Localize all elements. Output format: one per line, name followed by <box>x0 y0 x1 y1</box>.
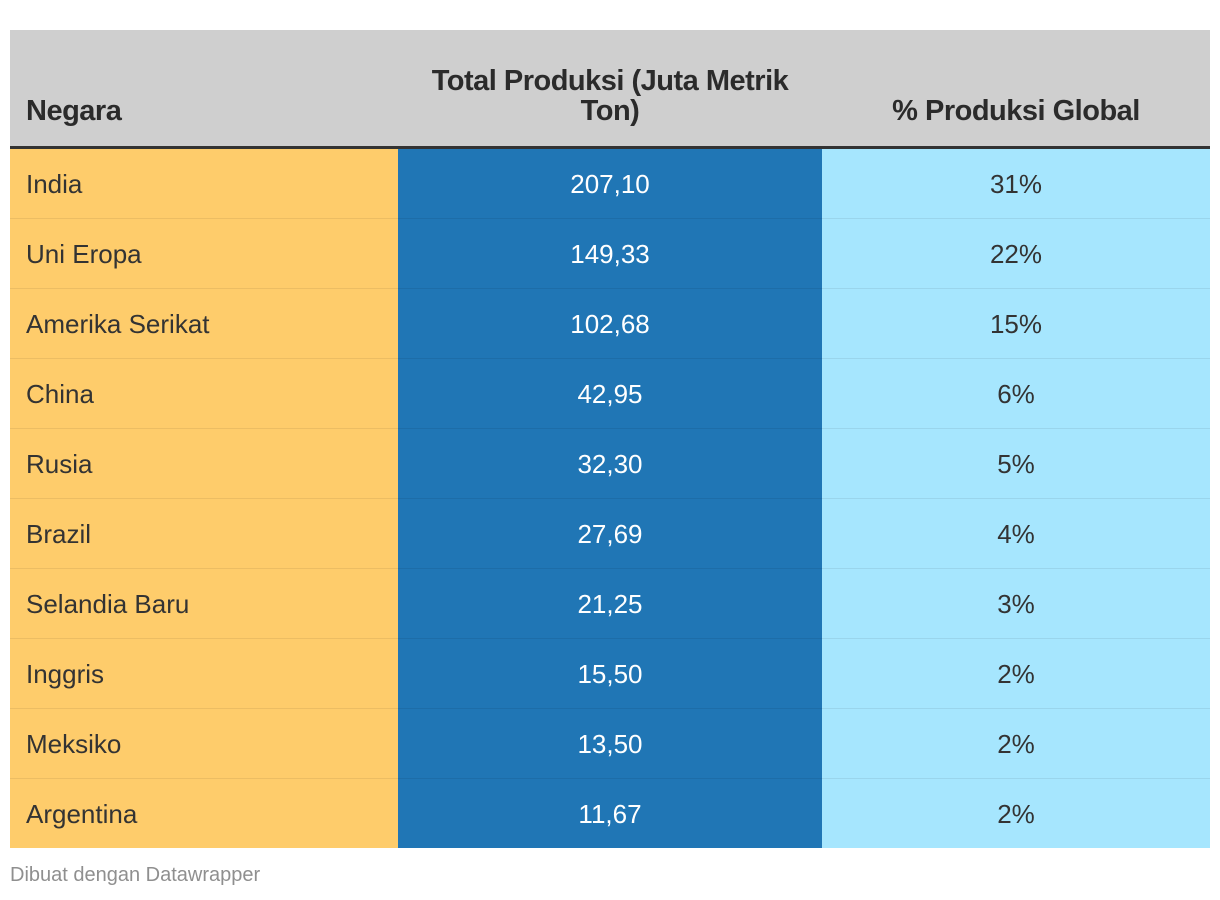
cell-global-percent: 15% <box>822 288 1210 359</box>
footer-credit: Dibuat dengan Datawrapper <box>10 864 261 886</box>
table-row: India 207,10 31% <box>10 147 1210 219</box>
cell-country: Inggris <box>10 638 398 709</box>
cell-total-production: 42,95 <box>398 358 822 429</box>
cell-total-production: 21,25 <box>398 568 822 639</box>
cell-total-production: 207,10 <box>398 147 822 219</box>
table-row: China 42,95 6% <box>10 358 1210 429</box>
cell-total-production: 11,67 <box>398 778 822 848</box>
header-total-production[interactable]: Total Produksi (Juta Metrik Ton) <box>398 30 822 149</box>
cell-global-percent: 4% <box>822 498 1210 569</box>
cell-global-percent: 6% <box>822 358 1210 429</box>
cell-global-percent: 2% <box>822 638 1210 709</box>
cell-country: Uni Eropa <box>10 218 398 289</box>
cell-country: Selandia Baru <box>10 568 398 639</box>
cell-global-percent: 3% <box>822 568 1210 639</box>
table-row: Rusia 32,30 5% <box>10 428 1210 499</box>
cell-total-production: 13,50 <box>398 708 822 779</box>
table-row: Amerika Serikat 102,68 15% <box>10 288 1210 359</box>
cell-global-percent: 2% <box>822 778 1210 848</box>
cell-country: Brazil <box>10 498 398 569</box>
header-country[interactable]: Negara <box>10 30 398 149</box>
header-row: Negara Total Produksi (Juta Metrik Ton) … <box>10 30 1210 149</box>
table-row: Brazil 27,69 4% <box>10 498 1210 569</box>
cell-total-production: 102,68 <box>398 288 822 359</box>
cell-global-percent: 22% <box>822 218 1210 289</box>
cell-global-percent: 2% <box>822 708 1210 779</box>
cell-total-production: 149,33 <box>398 218 822 289</box>
cell-country: Argentina <box>10 778 398 848</box>
header-global-percent[interactable]: % Produksi Global <box>822 30 1210 149</box>
cell-country: India <box>10 147 398 219</box>
cell-total-production: 15,50 <box>398 638 822 709</box>
table-row: Meksiko 13,50 2% <box>10 708 1210 779</box>
production-table: Negara Total Produksi (Juta Metrik Ton) … <box>10 30 1210 848</box>
table-row: Inggris 15,50 2% <box>10 638 1210 709</box>
table-header: Negara Total Produksi (Juta Metrik Ton) … <box>10 30 1210 149</box>
cell-country: Meksiko <box>10 708 398 779</box>
table-row: Argentina 11,67 2% <box>10 778 1210 848</box>
cell-total-production: 27,69 <box>398 498 822 569</box>
cell-country: Rusia <box>10 428 398 499</box>
cell-total-production: 32,30 <box>398 428 822 499</box>
table-row: Selandia Baru 21,25 3% <box>10 568 1210 639</box>
data-table-container: Negara Total Produksi (Juta Metrik Ton) … <box>10 30 1210 848</box>
cell-country: China <box>10 358 398 429</box>
table-row: Uni Eropa 149,33 22% <box>10 218 1210 289</box>
table-body: India 207,10 31% Uni Eropa 149,33 22% Amerika … <box>10 147 1210 848</box>
cell-global-percent: 31% <box>822 147 1210 219</box>
cell-country: Amerika Serikat <box>10 288 398 359</box>
cell-global-percent: 5% <box>822 428 1210 499</box>
